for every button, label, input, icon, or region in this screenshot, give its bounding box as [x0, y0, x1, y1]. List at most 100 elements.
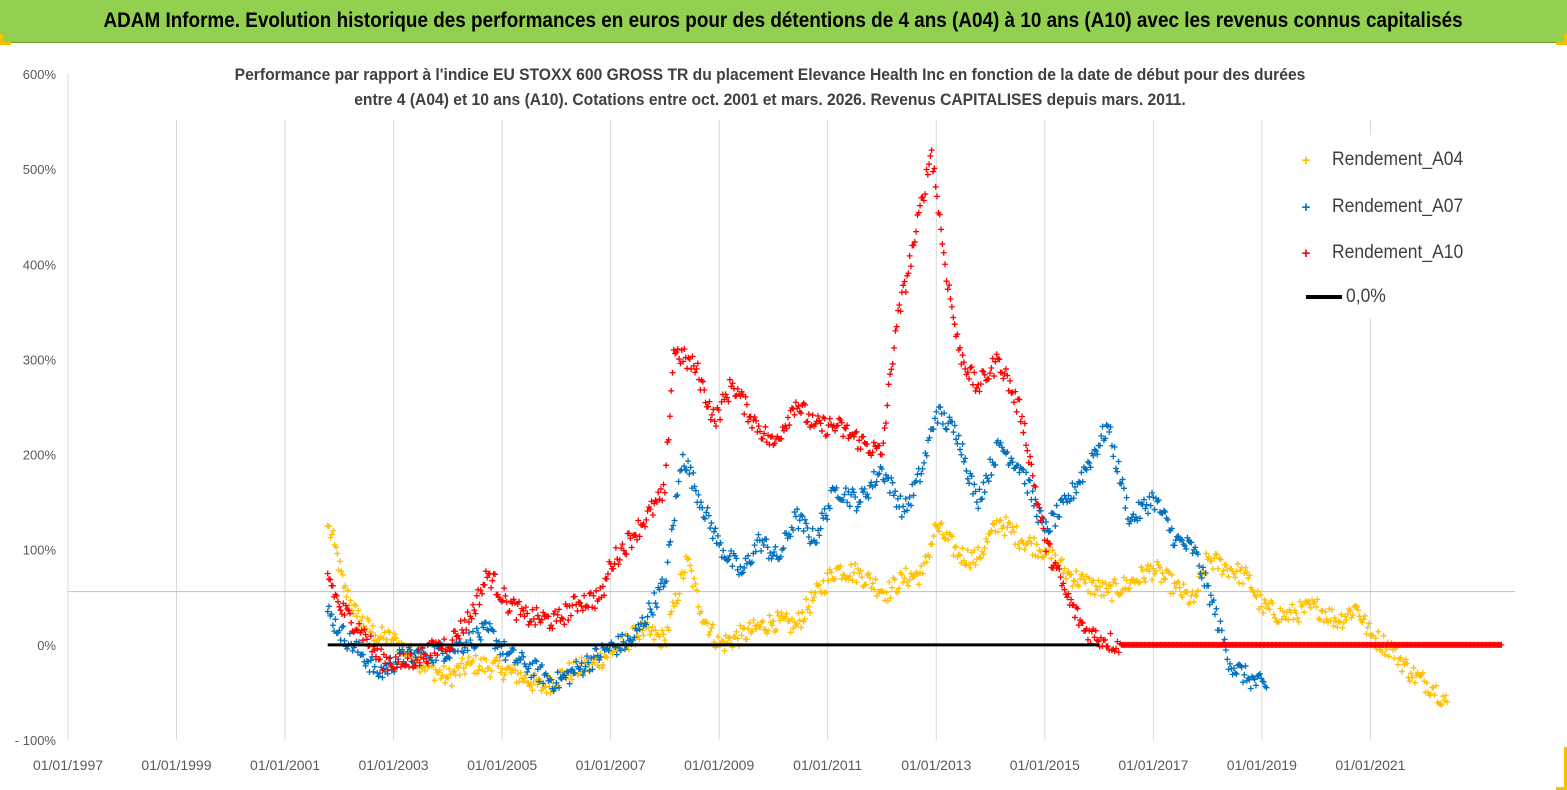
point-rendement-a04 [1356, 613, 1363, 620]
point-rendement-a07 [874, 471, 881, 478]
point-rendement-a04 [469, 657, 476, 664]
point-rendement-a10 [606, 558, 613, 565]
point-rendement-a10 [857, 446, 864, 453]
point-rendement-a10 [363, 636, 370, 643]
point-rendement-a04 [328, 531, 335, 538]
point-rendement-a04 [1253, 593, 1260, 600]
point-rendement-a07 [821, 505, 828, 512]
point-rendement-a04 [1322, 608, 1329, 615]
point-rendement-a07 [1184, 534, 1191, 541]
point-rendement-a10 [688, 366, 695, 373]
point-rendement-a04 [422, 667, 429, 674]
point-rendement-a07 [910, 492, 917, 499]
point-rendement-a10 [981, 371, 988, 378]
point-rendement-a10 [1079, 619, 1086, 626]
point-rendement-a10 [755, 422, 762, 429]
point-rendement-a10 [558, 614, 565, 621]
point-rendement-a04 [520, 678, 527, 685]
point-rendement-a10 [917, 202, 924, 209]
point-rendement-a04 [950, 552, 957, 559]
point-rendement-a07 [349, 647, 356, 654]
point-rendement-a07 [554, 669, 561, 676]
point-rendement-a07 [379, 674, 386, 681]
point-rendement-a04 [359, 613, 366, 620]
point-rendement-a10 [824, 431, 831, 438]
point-rendement-a04 [446, 665, 453, 672]
point-rendement-a07 [1073, 489, 1080, 496]
point-rendement-a10 [632, 531, 639, 538]
point-rendement-a04 [811, 594, 818, 601]
point-rendement-a10 [746, 413, 753, 420]
point-rendement-a07 [822, 512, 829, 519]
point-rendement-a07 [621, 646, 628, 653]
point-rendement-a07 [590, 653, 597, 660]
point-rendement-a07 [1086, 460, 1093, 467]
point-rendement-a10 [869, 449, 876, 456]
point-rendement-a04 [1366, 620, 1373, 627]
point-rendement-a07 [755, 531, 762, 538]
point-rendement-a10 [1016, 396, 1023, 403]
point-rendement-a07 [581, 668, 588, 675]
point-rendement-a07 [663, 578, 670, 585]
point-rendement-a07 [849, 486, 856, 493]
point-rendement-a04 [442, 679, 449, 686]
point-rendement-a04 [1351, 603, 1358, 610]
point-rendement-a07 [745, 552, 752, 559]
point-rendement-a07 [480, 624, 487, 631]
point-rendement-a10 [1008, 389, 1015, 396]
point-rendement-a10 [591, 605, 598, 612]
point-rendement-a04 [1035, 553, 1042, 560]
point-rendement-a07 [758, 547, 765, 554]
point-rendement-a04 [1068, 571, 1075, 578]
point-rendement-a07 [1181, 542, 1188, 549]
point-rendement-a07 [589, 666, 596, 673]
legend-item-zero: 0,0% [1280, 282, 1389, 312]
point-rendement-a07 [1177, 536, 1184, 543]
point-rendement-a07 [1162, 508, 1169, 515]
point-rendement-a07 [585, 659, 592, 666]
point-rendement-a10 [1032, 483, 1039, 490]
point-rendement-a07 [571, 670, 578, 677]
point-rendement-a04 [734, 635, 741, 642]
point-rendement-a07 [524, 669, 531, 675]
point-rendement-a04 [889, 584, 896, 591]
point-rendement-a07 [763, 536, 770, 543]
point-rendement-a04 [668, 608, 675, 615]
point-rendement-a04 [985, 531, 992, 538]
point-rendement-a07 [1260, 678, 1267, 685]
point-rendement-a10 [333, 592, 340, 599]
point-rendement-a07 [399, 646, 406, 653]
point-rendement-a10 [905, 270, 912, 277]
point-rendement-a04 [975, 544, 982, 551]
point-rendement-a07 [627, 636, 634, 643]
point-rendement-a10 [938, 226, 945, 233]
legend-marker-a04: + [1301, 151, 1311, 169]
point-rendement-a10 [954, 331, 961, 338]
point-rendement-a07 [796, 517, 803, 524]
point-rendement-a07 [1196, 563, 1203, 570]
point-rendement-a07 [882, 471, 889, 478]
point-rendement-a07 [668, 526, 675, 533]
point-rendement-a04 [1260, 609, 1267, 616]
point-rendement-a04 [1213, 551, 1220, 558]
point-rendement-a04 [1001, 532, 1008, 539]
point-rendement-a10 [722, 391, 729, 398]
point-rendement-a07 [933, 408, 940, 415]
point-rendement-a07 [949, 418, 956, 425]
point-rendement-a07 [473, 625, 480, 632]
point-rendement-a10 [552, 608, 559, 615]
x-tick-label: 01/01/1997 [33, 757, 103, 773]
point-rendement-a10 [327, 576, 334, 583]
point-rendement-a10 [489, 577, 496, 584]
point-rendement-a07 [593, 646, 600, 653]
point-rendement-a10 [976, 388, 983, 395]
point-rendement-a07 [854, 503, 861, 510]
point-rendement-a07 [798, 511, 805, 518]
point-rendement-a07 [1108, 442, 1115, 449]
y-tick-label: 500% [23, 162, 57, 177]
point-rendement-a04 [660, 631, 667, 638]
point-rendement-a10 [626, 530, 633, 537]
point-rendement-a04 [1168, 571, 1175, 578]
point-rendement-a04 [788, 615, 795, 622]
point-rendement-a07 [894, 495, 901, 502]
